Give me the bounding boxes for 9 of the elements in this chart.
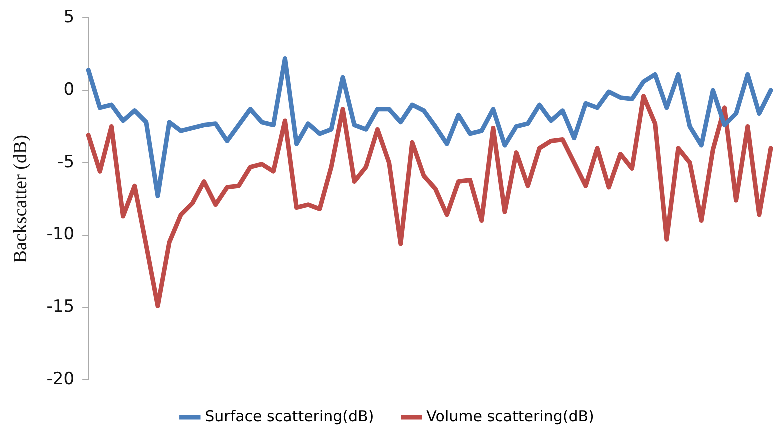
y-tick-label: -15 bbox=[46, 297, 75, 318]
y-tick-label: 5 bbox=[64, 8, 75, 28]
legend-label: Surface scattering(dB) bbox=[205, 407, 374, 426]
y-tick-label: -20 bbox=[46, 369, 75, 390]
y-tick-label: 0 bbox=[64, 80, 75, 100]
y-tick-label: -5 bbox=[58, 152, 75, 172]
y-tick-label: -10 bbox=[46, 224, 75, 245]
y-axis-title: Backscatter (dB) bbox=[10, 135, 32, 264]
legend-label: Volume scattering(dB) bbox=[426, 407, 594, 426]
